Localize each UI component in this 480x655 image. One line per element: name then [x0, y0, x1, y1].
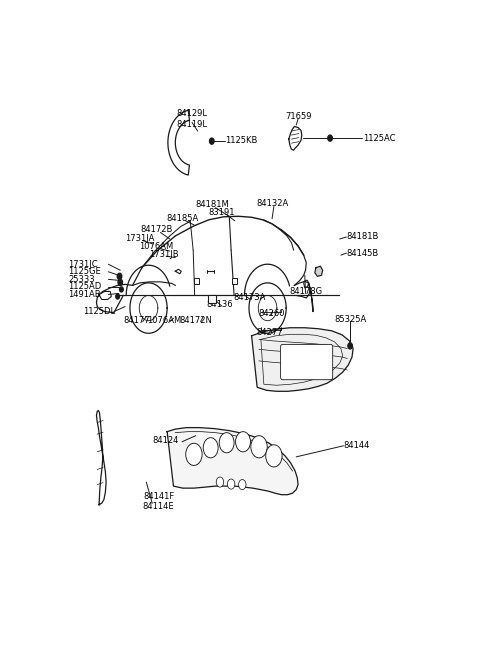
Text: 84141F
84114E: 84141F 84114E	[143, 491, 174, 511]
Text: 84124: 84124	[153, 436, 179, 445]
Bar	[208, 295, 216, 303]
Text: 1491AB: 1491AB	[68, 290, 101, 299]
Text: 84172B: 84172B	[141, 225, 173, 234]
Text: 85325A: 85325A	[334, 315, 366, 324]
Text: 1125DL: 1125DL	[83, 307, 115, 316]
Polygon shape	[252, 328, 353, 391]
Text: 84129L
84119L: 84129L 84119L	[177, 109, 207, 128]
Text: 25333: 25333	[68, 275, 95, 284]
Text: 1731JA: 1731JA	[125, 234, 155, 243]
Bar	[194, 278, 199, 284]
Text: 84136: 84136	[207, 299, 233, 309]
Text: 84172N: 84172N	[180, 316, 212, 325]
Circle shape	[186, 443, 202, 466]
Text: 84277: 84277	[257, 328, 284, 337]
Polygon shape	[315, 266, 323, 276]
Text: 84181M: 84181M	[195, 200, 228, 209]
Text: 84173A: 84173A	[234, 293, 266, 302]
Text: 1125AD: 1125AD	[68, 282, 101, 291]
Circle shape	[203, 438, 218, 458]
Text: 84185A: 84185A	[166, 214, 198, 223]
Polygon shape	[167, 428, 298, 495]
Text: 1076AM: 1076AM	[139, 242, 173, 251]
Text: 84145B: 84145B	[347, 249, 379, 257]
FancyBboxPatch shape	[281, 345, 333, 380]
Bar	[232, 278, 237, 284]
Text: 84144: 84144	[344, 441, 370, 450]
Circle shape	[228, 479, 235, 489]
Text: 1731JC: 1731JC	[68, 259, 98, 269]
Text: 84178G: 84178G	[289, 287, 322, 296]
Circle shape	[239, 479, 246, 490]
Text: 84181B: 84181B	[347, 233, 379, 242]
Circle shape	[120, 287, 123, 292]
Circle shape	[118, 279, 122, 286]
Circle shape	[117, 273, 122, 279]
Circle shape	[216, 477, 224, 487]
Text: 84260: 84260	[258, 309, 285, 318]
Text: 84132A: 84132A	[256, 199, 288, 208]
Circle shape	[210, 138, 214, 144]
Text: 1731JB: 1731JB	[149, 250, 178, 259]
Circle shape	[236, 432, 251, 452]
Circle shape	[266, 445, 282, 467]
Text: 1125AC: 1125AC	[363, 134, 396, 143]
Text: 1076AM: 1076AM	[147, 316, 181, 325]
Circle shape	[251, 436, 267, 458]
Circle shape	[219, 433, 234, 453]
Text: 83191: 83191	[209, 208, 235, 217]
Circle shape	[348, 343, 352, 349]
Text: 1125KB: 1125KB	[226, 136, 258, 145]
Circle shape	[328, 135, 332, 141]
Text: 84177: 84177	[123, 316, 150, 325]
Text: 71659: 71659	[285, 112, 312, 121]
Text: 1125GE: 1125GE	[68, 267, 101, 276]
Circle shape	[116, 294, 120, 299]
